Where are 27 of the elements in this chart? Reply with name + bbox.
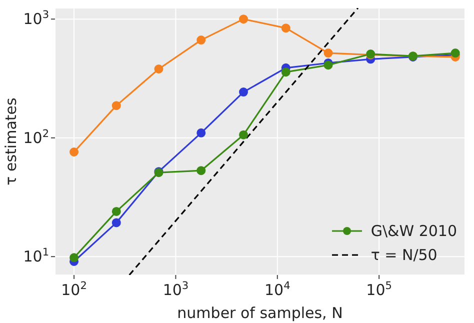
point <box>324 48 333 58</box>
point <box>281 24 290 33</box>
point <box>196 166 206 176</box>
point <box>112 101 121 110</box>
x-axis-title: number of samples, N <box>177 304 343 322</box>
point <box>154 64 164 74</box>
point <box>70 148 79 157</box>
y-tick-label: 10$^{3}$ <box>23 9 49 28</box>
point <box>70 253 79 262</box>
legend-label: G\&W 2010 <box>370 222 457 240</box>
point <box>238 14 248 24</box>
y-tick-label: 10$^{2}$ <box>23 128 49 147</box>
x-tick-label: 10$^{5}$ <box>366 280 392 299</box>
point <box>112 218 121 228</box>
point <box>238 88 248 97</box>
x-tick-label: 10$^{4}$ <box>264 280 291 299</box>
x-tick-label: 10$^{2}$ <box>61 280 87 299</box>
y-axis-title: τ estimates <box>2 98 20 186</box>
point <box>281 68 290 77</box>
x-tick-label: 10$^{3}$ <box>162 280 189 299</box>
point <box>324 60 333 70</box>
y-tick-label: 10$^{1}$ <box>23 246 49 266</box>
point <box>238 130 248 140</box>
legend-label: τ = N/50 <box>370 246 438 264</box>
point <box>112 206 121 216</box>
point <box>196 36 206 45</box>
point <box>196 128 206 138</box>
